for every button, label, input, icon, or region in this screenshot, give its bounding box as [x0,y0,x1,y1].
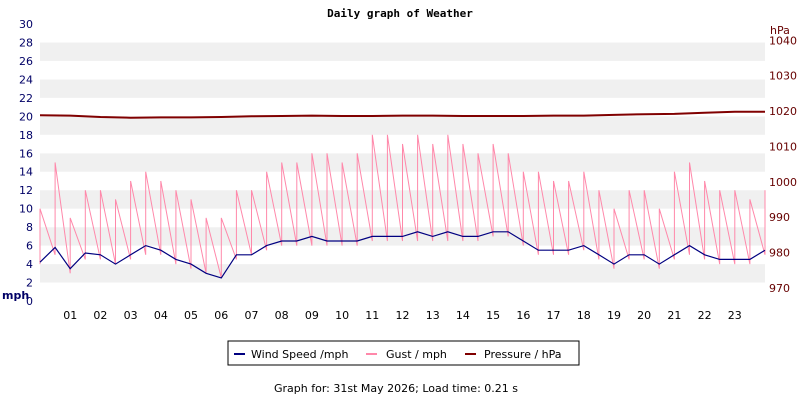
grid-band [40,116,765,135]
left-axis-unit: mph [2,289,29,302]
grid-band [40,60,765,80]
left-tick-label: 26 [19,55,33,68]
series-pressure-line [39,110,765,119]
left-tick-label: 2 [26,277,33,290]
left-tick-label: 24 [19,73,33,86]
grid-band [40,79,765,98]
x-tick-label: 18 [577,309,591,322]
series-wind-line [39,231,766,279]
x-tick-label: 20 [637,309,651,322]
x-tick-label: 22 [698,309,712,322]
x-tick-label: 06 [214,309,228,322]
left-tick-label: 18 [19,129,33,142]
left-tick-label: 6 [26,240,33,253]
left-tick-label: 8 [26,221,33,234]
right-tick-label: 970 [769,282,790,295]
left-tick-label: 16 [19,147,33,160]
chart-title: Daily graph of Weather [327,7,473,20]
legend-box [227,340,580,366]
left-tick-label: 20 [19,110,33,123]
x-tick-label: 23 [728,309,742,322]
right-tick-label: 1020 [769,105,797,118]
left-tick-label: 10 [19,203,33,216]
left-tick-label: 22 [19,92,33,105]
x-tick-label: 08 [275,309,289,322]
left-tick-label: 30 [19,18,33,31]
x-tick-label: 10 [335,309,349,322]
x-axis-ticks: 01 02 03 04 05 06 07 08 09 10 11 12 13 14 15 16 17 18 19 20… [63,309,742,322]
left-tick-label: 4 [26,258,33,271]
x-tick-label: 04 [154,309,168,322]
right-tick-label: 1030 [769,70,797,83]
x-tick-label: 15 [486,309,500,322]
grid-band [40,264,765,283]
x-tick-label: 07 [244,309,258,322]
left-tick-label: 28 [19,36,33,49]
grid-band [40,42,765,61]
left-tick-label: 0 [26,295,33,308]
left-tick-label: 14 [19,166,33,179]
right-tick-label: 980 [769,247,790,260]
x-tick-label: 12 [396,309,410,322]
x-tick-label: 21 [667,309,681,322]
legend: Wind Speed /mph Gust / mph Pressure / hP… [227,340,580,366]
x-tick-label: 01 [63,309,77,322]
legend-label-pressure: Pressure / hPa [484,348,562,361]
right-tick-label: 990 [769,211,790,224]
right-axis-ticks: 970 980 990 1000 1010 1020 1030 1040 [769,34,797,295]
x-tick-label: 03 [124,309,138,322]
grid-band [40,97,765,117]
legend-label-gust: Gust / mph [386,348,447,361]
x-tick-label: 13 [426,309,440,322]
x-tick-label: 02 [93,309,107,322]
grid-band [40,282,765,301]
x-tick-label: 05 [184,309,198,322]
right-tick-label: 1010 [769,140,797,153]
right-tick-label: 1000 [769,176,797,189]
right-axis-unit: hPa [770,24,790,37]
x-tick-label: 14 [456,309,470,322]
x-tick-label: 16 [516,309,530,322]
x-tick-label: 11 [365,309,379,322]
x-tick-label: 09 [305,309,319,322]
left-tick-label: 12 [19,184,33,197]
grid-band [40,24,765,43]
plot-series [39,110,766,279]
x-tick-label: 19 [607,309,621,322]
series-gust-line [39,134,766,279]
right-tick-label: 1040 [769,34,797,47]
legend-label-wind: Wind Speed /mph [251,348,349,361]
x-tick-label: 17 [547,309,561,322]
footer-text: Graph for: 31st May 2026; Load time: 0.2… [274,382,518,395]
